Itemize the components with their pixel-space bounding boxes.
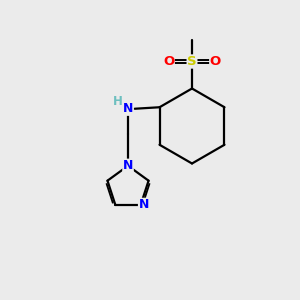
Text: O: O [210,55,221,68]
Text: N: N [123,159,133,172]
Text: O: O [163,55,174,68]
Text: S: S [187,55,197,68]
Text: H: H [112,95,122,108]
Text: N: N [139,198,149,211]
Text: N: N [123,102,133,115]
